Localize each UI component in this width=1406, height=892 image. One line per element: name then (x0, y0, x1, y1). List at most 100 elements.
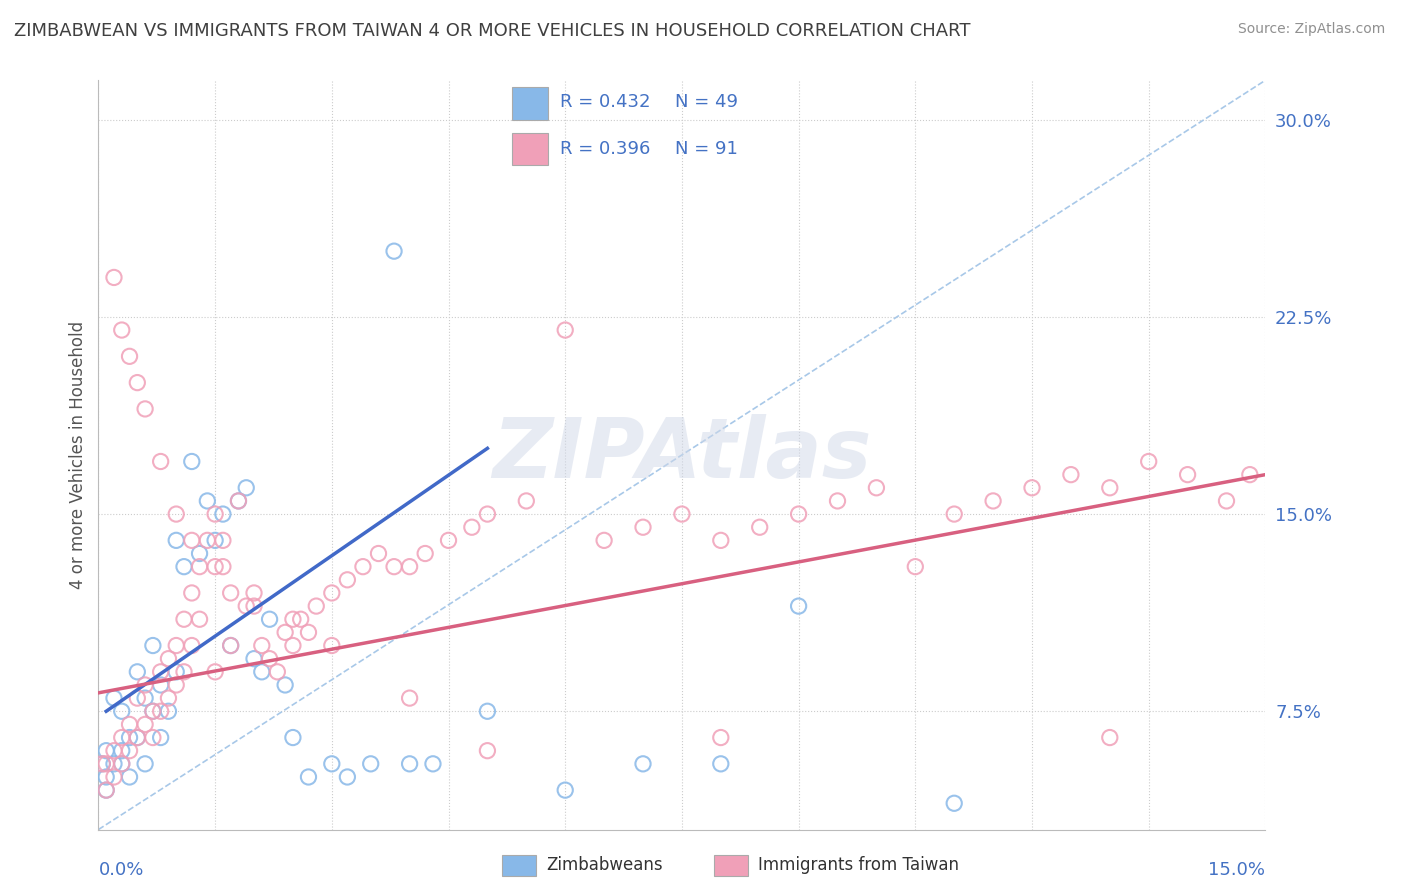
Point (748, 520, 770, 534)
Point (228, 494, 250, 508)
Text: 15.0%: 15.0% (1208, 861, 1265, 880)
Point (149, 731, 172, 745)
Point (173, 665, 195, 679)
Point (188, 559, 211, 574)
Point (865, 481, 887, 495)
Text: N = 49: N = 49 (675, 93, 738, 112)
Point (787, 507, 810, 521)
Point (554, 323, 576, 337)
Point (103, 691, 125, 706)
Point (274, 625, 297, 640)
Point (631, 756, 654, 771)
Point (1137, 454, 1160, 468)
FancyBboxPatch shape (713, 855, 748, 876)
Point (1098, 731, 1121, 745)
Point (382, 559, 405, 574)
Point (188, 547, 211, 561)
Point (281, 612, 304, 626)
Point (212, 559, 235, 574)
Point (671, 507, 693, 521)
Point (118, 717, 141, 731)
Point (96, 783, 118, 797)
Point (710, 731, 733, 745)
Point (367, 547, 389, 561)
Point (235, 599, 257, 613)
Point (103, 756, 125, 771)
Text: R = 0.432: R = 0.432 (560, 93, 650, 112)
Point (96, 783, 118, 797)
Point (149, 454, 172, 468)
Point (382, 244, 405, 259)
Point (127, 376, 149, 390)
Point (165, 507, 187, 521)
Point (243, 599, 266, 613)
Point (157, 691, 180, 706)
Point (134, 756, 156, 771)
Point (398, 559, 420, 574)
Point (710, 533, 733, 548)
Point (118, 349, 141, 363)
Point (103, 270, 125, 285)
Text: ZIPAtlas: ZIPAtlas (492, 415, 872, 495)
Point (281, 639, 304, 653)
Point (111, 744, 134, 758)
Point (204, 559, 226, 574)
FancyBboxPatch shape (512, 87, 548, 120)
Point (1177, 467, 1199, 482)
Point (259, 612, 281, 626)
Point (134, 691, 156, 706)
Point (515, 494, 537, 508)
Point (437, 533, 460, 548)
Point (219, 639, 242, 653)
Point (195, 533, 218, 548)
Point (96, 756, 118, 771)
Point (904, 559, 927, 574)
Point (266, 665, 288, 679)
Point (336, 573, 359, 587)
Point (250, 665, 273, 679)
Point (165, 665, 187, 679)
Text: Zimbabweans: Zimbabweans (546, 856, 662, 874)
Point (204, 533, 226, 548)
Point (118, 770, 141, 784)
Point (165, 678, 187, 692)
Point (142, 704, 165, 718)
Point (96, 770, 118, 784)
Point (321, 586, 343, 600)
FancyBboxPatch shape (502, 855, 537, 876)
Point (134, 401, 156, 416)
Point (204, 665, 226, 679)
Point (943, 797, 966, 811)
Point (157, 704, 180, 718)
Point (360, 756, 382, 771)
Point (297, 625, 319, 640)
Point (305, 599, 328, 613)
FancyBboxPatch shape (512, 133, 548, 165)
Point (631, 520, 654, 534)
Point (1098, 481, 1121, 495)
Point (165, 533, 187, 548)
Point (103, 744, 125, 758)
Point (142, 639, 165, 653)
Point (111, 323, 134, 337)
Point (422, 756, 444, 771)
Point (1215, 494, 1237, 508)
Point (91, 756, 114, 771)
Point (149, 678, 172, 692)
Point (127, 731, 149, 745)
Point (157, 651, 180, 665)
Text: N = 91: N = 91 (675, 140, 738, 158)
Point (96, 744, 118, 758)
Point (180, 533, 202, 548)
Point (1021, 481, 1043, 495)
Point (188, 612, 211, 626)
Point (134, 678, 156, 692)
Point (180, 586, 202, 600)
Point (827, 494, 849, 508)
Point (127, 665, 149, 679)
Point (461, 520, 484, 534)
Text: Source: ZipAtlas.com: Source: ZipAtlas.com (1237, 22, 1385, 37)
Point (554, 783, 576, 797)
Point (243, 651, 266, 665)
Point (477, 507, 499, 521)
